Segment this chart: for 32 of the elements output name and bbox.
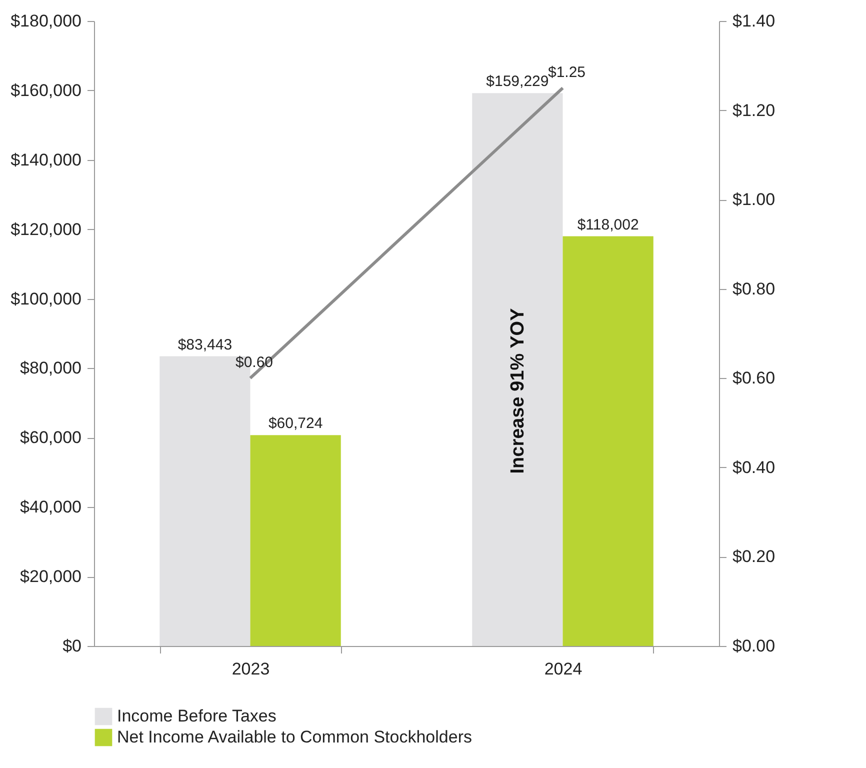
y-tick-label: $180,000 (10, 12, 82, 30)
y-tick-label: $100,000 (10, 289, 82, 308)
y-tick-label: $60,000 (20, 428, 82, 448)
data-label: $159,229 (486, 73, 549, 90)
y2-tick-label: $1.40 (732, 12, 776, 30)
y-tick-label: $160,000 (10, 80, 82, 100)
data-label: $118,002 (577, 216, 639, 234)
bar (562, 236, 654, 646)
y2-tick-label: $0.40 (732, 458, 776, 477)
legend-label: Net Income Available to Common Stockholders (117, 728, 472, 746)
y-tick-label: $120,000 (10, 220, 82, 239)
y-tick-label: $20,000 (20, 567, 82, 586)
legend-label: Income Before Taxes (117, 706, 276, 726)
data-label: $0.60 (235, 354, 274, 372)
bar (250, 435, 341, 646)
x-tick-label: 2024 (544, 660, 582, 678)
y-tick-label: $140,000 (10, 150, 82, 170)
x-tick-label: 2023 (232, 660, 270, 678)
y2-tick-label: $0.20 (732, 547, 776, 566)
y-tick-label: $0 (62, 636, 82, 656)
y2-tick-label: $1.00 (732, 190, 776, 210)
data-label: $60,724 (268, 415, 323, 432)
y2-tick-label: $1.20 (732, 100, 776, 120)
annotation: Increase 91% YOY (507, 308, 528, 474)
data-label: $83,443 (178, 336, 232, 354)
data-label: $1.25 (548, 64, 586, 81)
y-tick-label: $80,000 (20, 358, 82, 378)
y2-tick-label: $0.00 (732, 636, 776, 656)
y2-tick-label: $0.60 (732, 368, 776, 388)
y2-tick-label: $0.80 (732, 279, 776, 298)
y-tick-label: $40,000 (20, 498, 82, 517)
bar (472, 93, 563, 646)
